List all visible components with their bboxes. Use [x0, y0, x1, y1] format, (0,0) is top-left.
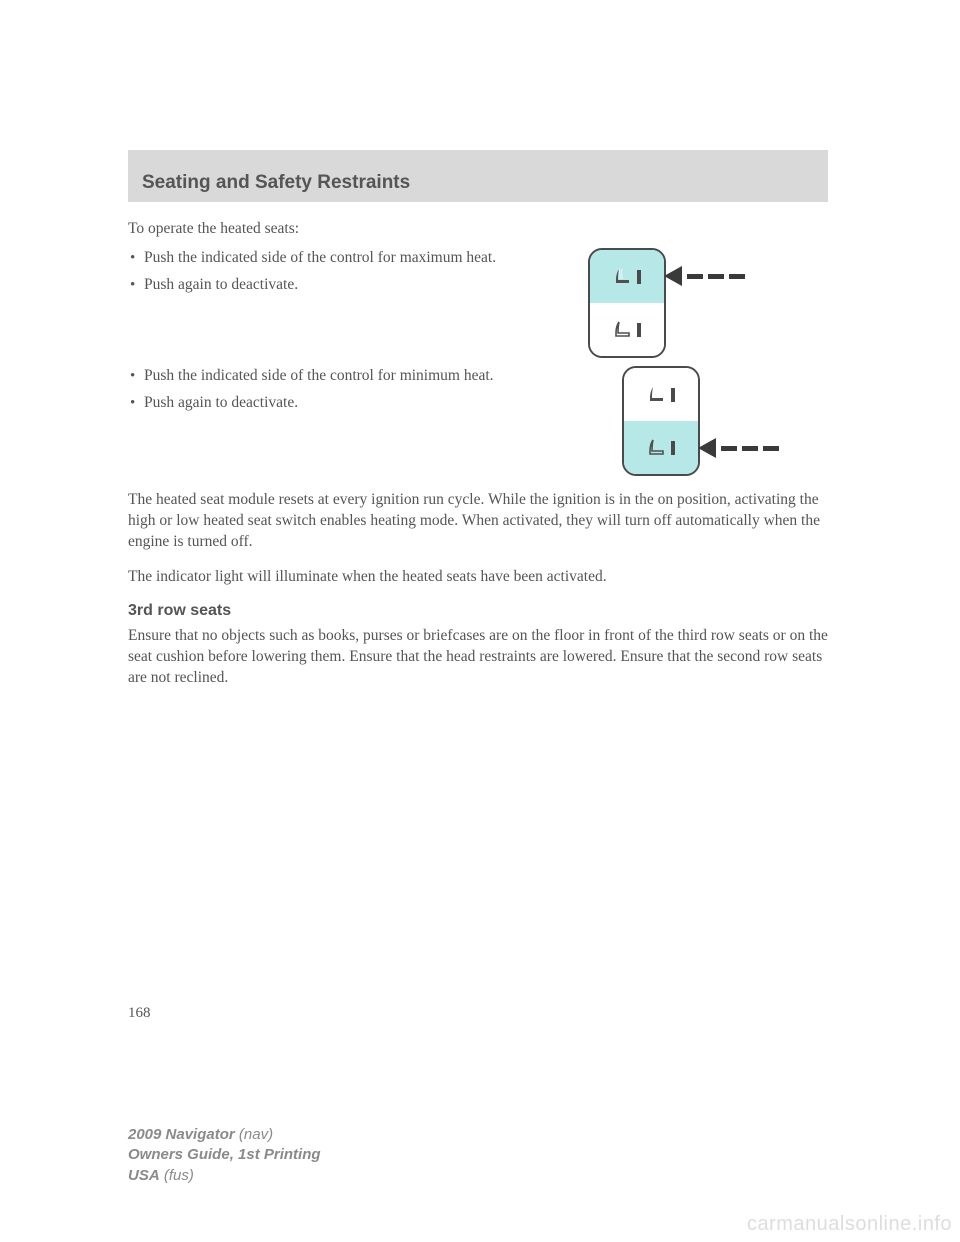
section-header: Seating and Safety Restraints — [128, 150, 828, 202]
bullet-list: Push the indicated side of the control f… — [128, 248, 568, 296]
switch-top-half — [624, 368, 698, 421]
seat-icon — [614, 319, 634, 341]
section-text: Push the indicated side of the control f… — [128, 366, 568, 420]
switch-top-half — [590, 250, 664, 303]
footer-region-code: (fus) — [164, 1167, 194, 1184]
footer-block: 2009 Navigator (nav) Owners Guide, 1st P… — [128, 1125, 321, 1186]
arrow-dash-icon — [708, 274, 724, 279]
subsection-heading: 3rd row seats — [128, 602, 828, 620]
diagram-max-heat — [568, 248, 828, 358]
indicator-bar-icon — [637, 270, 641, 284]
bullet-item: Push the indicated side of the control f… — [128, 366, 568, 387]
arrow-dash-icon — [729, 274, 745, 279]
seat-heated-icon — [648, 384, 668, 406]
pointer-arrow-icon — [698, 438, 779, 458]
indicator-bar-icon — [671, 441, 675, 455]
heated-seat-switch-icon — [588, 248, 666, 358]
footer-guide: Owners Guide, 1st Printing — [128, 1145, 321, 1165]
footer-model-code: (nav) — [239, 1126, 273, 1143]
footer-line: USA (fus) — [128, 1166, 321, 1186]
body-paragraph: The heated seat module resets at every i… — [128, 490, 828, 553]
arrow-dash-icon — [763, 446, 779, 451]
intro-text: To operate the heated seats: — [128, 220, 828, 238]
footer-line: 2009 Navigator (nav) — [128, 1125, 321, 1145]
manual-page: Seating and Safety Restraints To operate… — [128, 150, 828, 696]
footer-region: USA — [128, 1167, 160, 1184]
arrow-head-icon — [664, 266, 682, 286]
pointer-arrow-icon — [664, 266, 745, 286]
indicator-bar-icon — [637, 323, 641, 337]
section-title: Seating and Safety Restraints — [142, 172, 814, 194]
indicator-bar-icon — [671, 388, 675, 402]
arrow-dash-icon — [721, 446, 737, 451]
bullet-list: Push the indicated side of the control f… — [128, 366, 568, 414]
seat-heated-icon — [614, 266, 634, 288]
watermark-text: carmanualsonline.info — [747, 1213, 952, 1236]
seat-icon — [648, 437, 668, 459]
arrow-dash-icon — [687, 274, 703, 279]
diagram-min-heat — [568, 366, 828, 476]
arrow-head-icon — [698, 438, 716, 458]
body-paragraph: Ensure that no objects such as books, pu… — [128, 626, 828, 689]
footer-model: 2009 Navigator — [128, 1126, 235, 1143]
switch-bottom-half — [624, 421, 698, 474]
section-max-heat: Push the indicated side of the control f… — [128, 248, 828, 358]
page-number: 168 — [128, 1005, 151, 1022]
section-min-heat: Push the indicated side of the control f… — [128, 366, 828, 476]
heated-seat-switch-icon — [622, 366, 700, 476]
bullet-item: Push the indicated side of the control f… — [128, 248, 568, 269]
body-paragraph: The indicator light will illuminate when… — [128, 567, 828, 588]
switch-bottom-half — [590, 303, 664, 356]
bullet-item: Push again to deactivate. — [128, 393, 568, 414]
section-text: Push the indicated side of the control f… — [128, 248, 568, 302]
bullet-item: Push again to deactivate. — [128, 275, 568, 296]
arrow-dash-icon — [742, 446, 758, 451]
